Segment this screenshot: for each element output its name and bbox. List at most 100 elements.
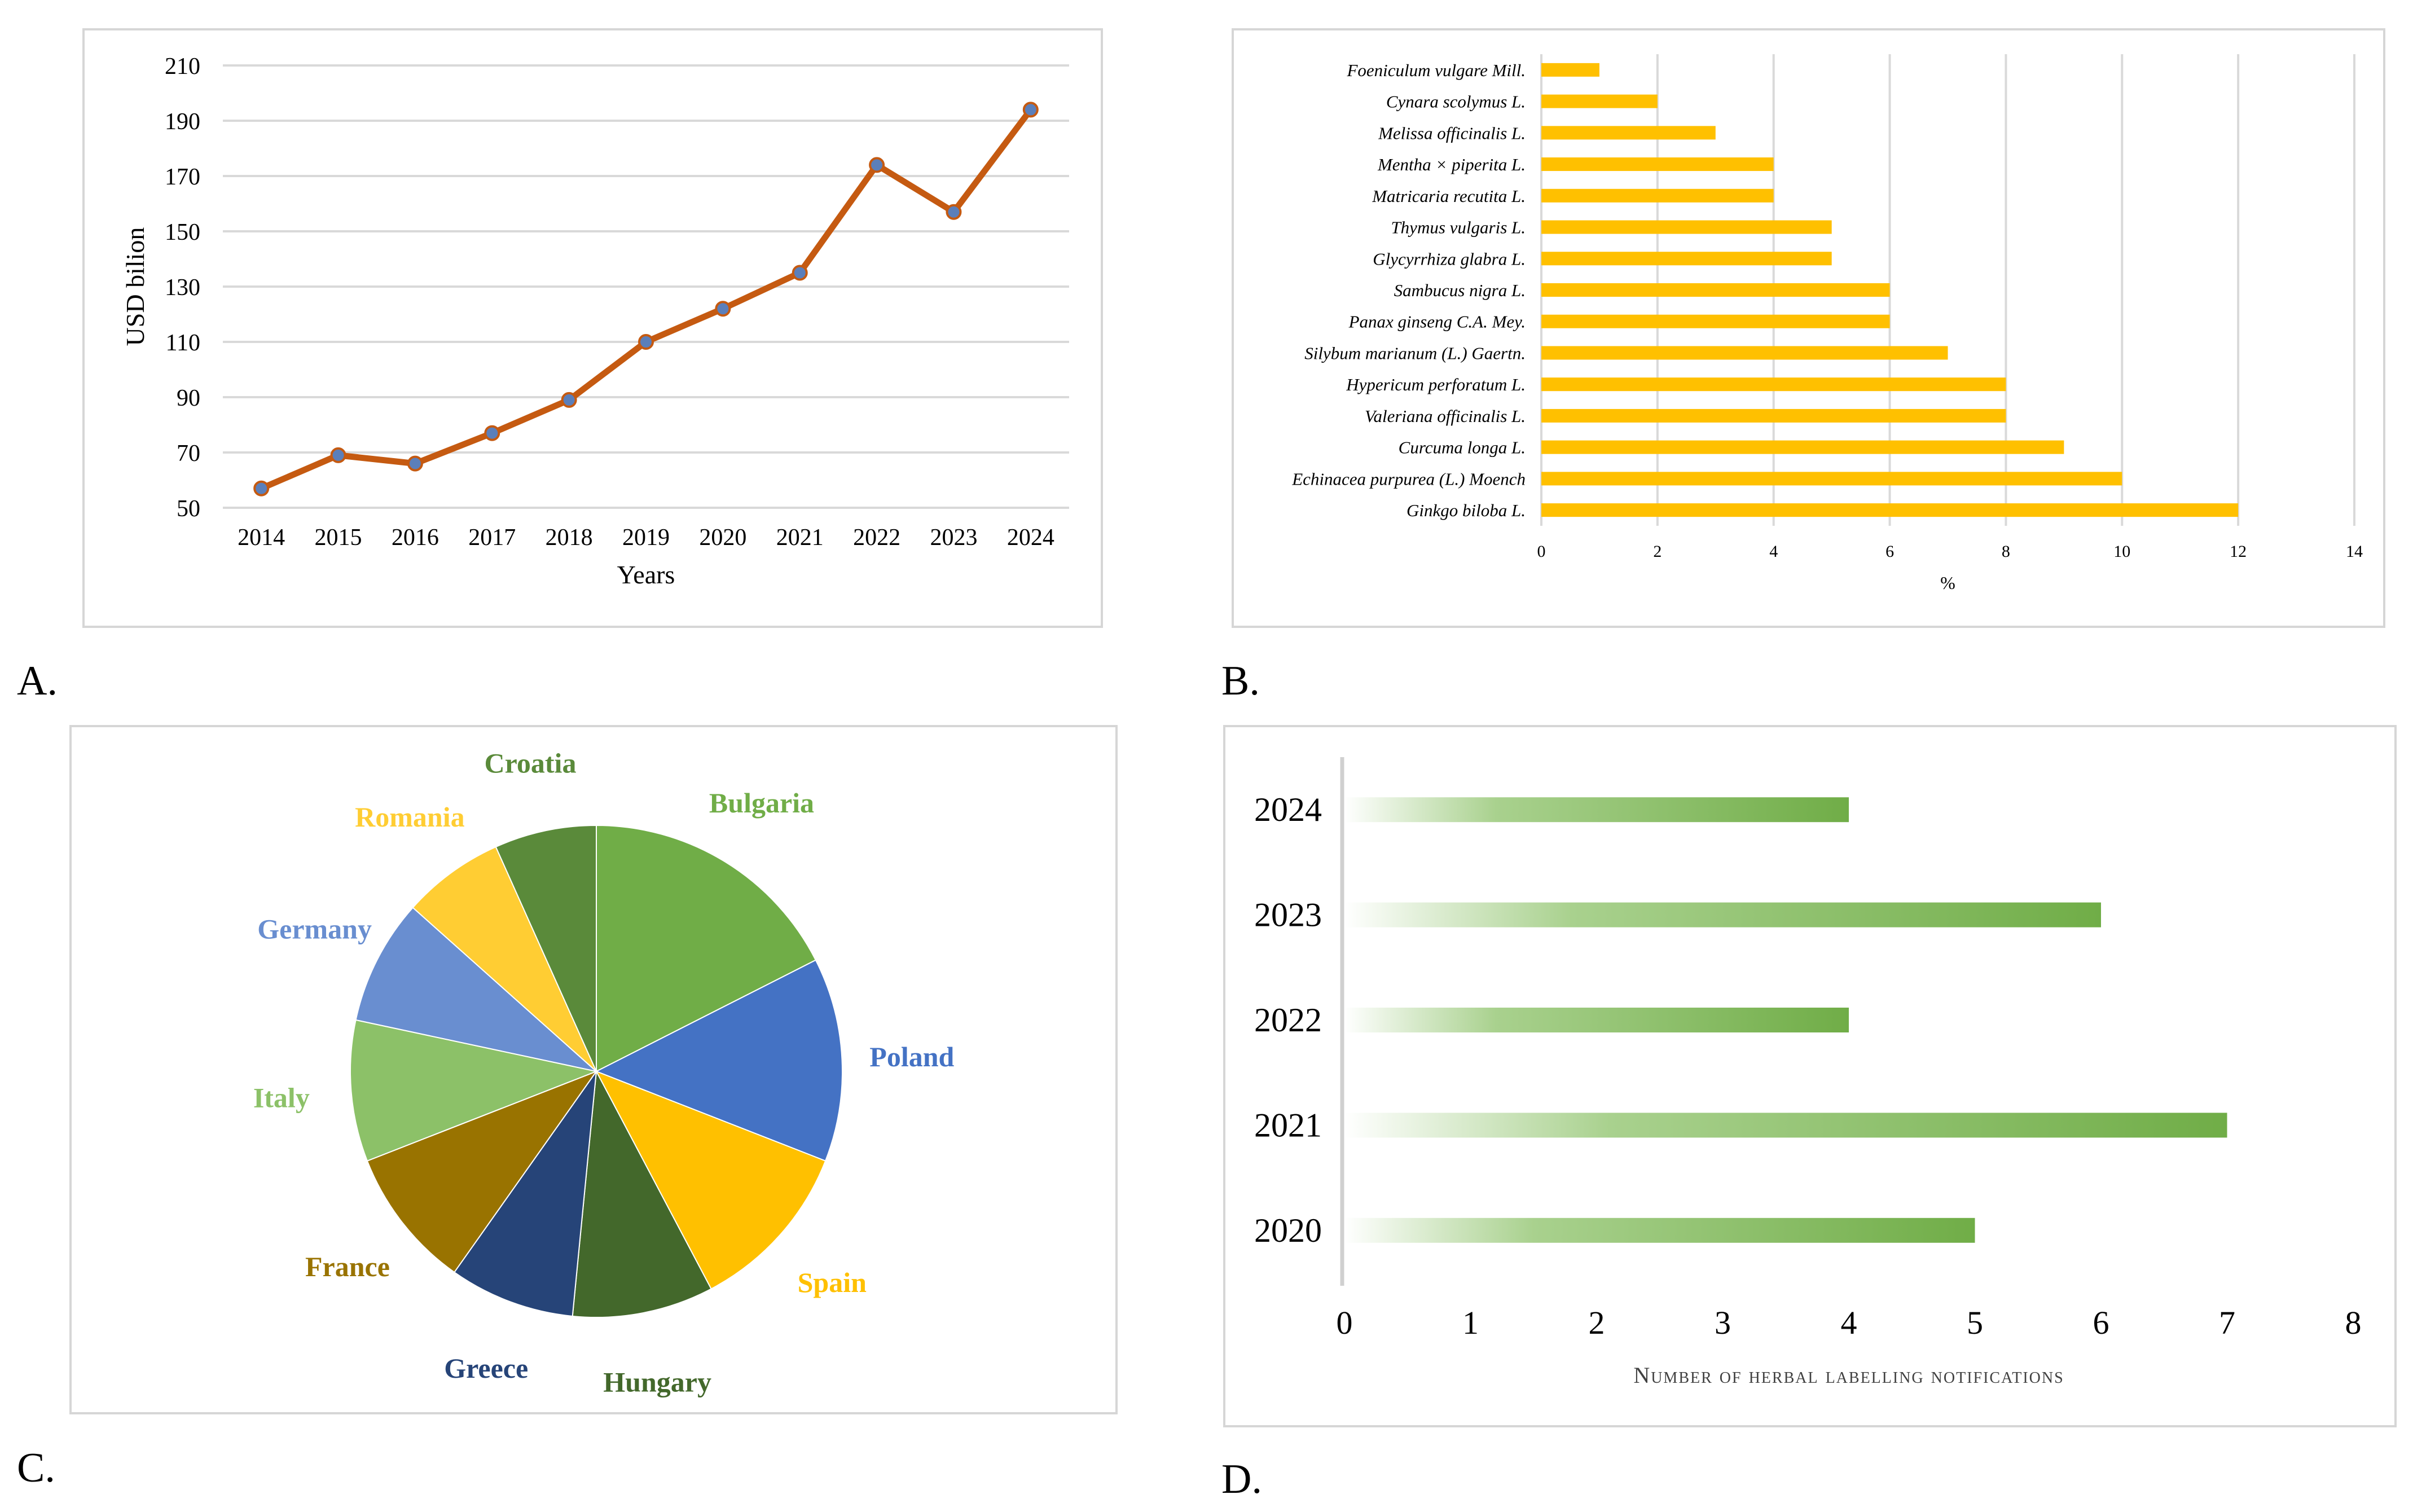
bar bbox=[1541, 346, 1948, 360]
bar bbox=[1344, 902, 2101, 928]
data-point bbox=[1022, 102, 1039, 118]
x-tick-label: 14 bbox=[2346, 542, 2363, 561]
y-tick-label: Valeriana officinalis L. bbox=[1365, 406, 1526, 426]
bar bbox=[1541, 283, 1890, 297]
x-tick-label: 5 bbox=[1967, 1304, 1983, 1341]
bar bbox=[1541, 408, 2006, 423]
y-tick-label: Silybum marianum (L.) Gaertn. bbox=[1304, 343, 1526, 363]
pie-slice bbox=[572, 1069, 712, 1318]
slice-label: Poland bbox=[869, 1041, 954, 1073]
data-point bbox=[946, 204, 962, 220]
bar bbox=[1541, 252, 1832, 266]
chart-d-panel: 2024 2023 2022 2021 2020 0 1 2 3 4 5 6 7 8 Number of h… bbox=[1223, 725, 2397, 1427]
bar bbox=[1344, 1008, 1849, 1032]
x-tick-label: 2021 bbox=[776, 525, 824, 551]
slice-label: Italy bbox=[253, 1082, 310, 1113]
x-tick-label: 2018 bbox=[546, 525, 593, 551]
panel-label-a: A. bbox=[17, 658, 58, 704]
slice-label: Greece bbox=[444, 1352, 528, 1384]
y-tick-label: 2021 bbox=[1254, 1106, 1322, 1144]
y-tick-label: 70 bbox=[177, 441, 200, 467]
x-tick-label: 3 bbox=[1715, 1304, 1731, 1341]
pie-slice bbox=[595, 1070, 827, 1290]
slice-label: Germany bbox=[257, 913, 372, 945]
slice-label: Croatia bbox=[485, 747, 577, 779]
x-tick-label: 2024 bbox=[1007, 525, 1054, 551]
y-tick-label: Melissa officinalis L. bbox=[1378, 123, 1526, 143]
chart-c-panel: Bulgaria Poland Spain Hungary Greece France It… bbox=[69, 725, 1118, 1414]
pie-slice bbox=[453, 1069, 597, 1317]
pie-slice bbox=[355, 907, 599, 1073]
x-tick-label: 2015 bbox=[315, 525, 362, 551]
y-tick-label: 2022 bbox=[1254, 1001, 1322, 1039]
pie-slice bbox=[595, 959, 843, 1162]
data-point bbox=[792, 265, 808, 281]
bar bbox=[1541, 472, 2122, 486]
bar bbox=[1541, 126, 1716, 140]
slice-label: Hungary bbox=[603, 1366, 711, 1397]
line-chart-a: 50 70 90 110 130 150 170 190 210 2014 2015 2016 2017… bbox=[121, 54, 1069, 589]
x-tick-label: 6 bbox=[1885, 542, 1894, 561]
y-axis-title: USD bilion bbox=[121, 227, 150, 346]
pie-chart-c: Bulgaria Poland Spain Hungary Greece France It… bbox=[253, 747, 955, 1397]
x-tick-label: 2 bbox=[1589, 1304, 1605, 1341]
x-tick-label: 0 bbox=[1537, 542, 1546, 561]
data-point bbox=[715, 301, 731, 317]
bar bbox=[1541, 94, 1658, 108]
y-tick-label: 90 bbox=[177, 385, 200, 411]
x-tick-label: 1 bbox=[1462, 1304, 1479, 1341]
x-tick-label: 8 bbox=[2002, 542, 2010, 561]
bar bbox=[1541, 377, 2006, 392]
bar-chart-d: 2024 2023 2022 2021 2020 0 1 2 3 4 5 6 7 8 Number of h… bbox=[1254, 757, 2362, 1388]
y-tick-label: Hypericum perforatum L. bbox=[1346, 375, 1526, 394]
x-tick-label: 2 bbox=[1653, 542, 1662, 561]
bar bbox=[1344, 1113, 2227, 1138]
y-tick-label: 170 bbox=[165, 164, 200, 190]
pie-slice bbox=[350, 1019, 599, 1162]
x-tick-label: 10 bbox=[2113, 542, 2130, 561]
x-tick-label: 2020 bbox=[699, 525, 746, 551]
y-tick-label: 110 bbox=[166, 330, 200, 356]
y-tick-label: Glycyrrhiza glabra L. bbox=[1373, 249, 1526, 269]
data-point bbox=[253, 480, 270, 496]
panel-label-b: B. bbox=[1221, 658, 1260, 704]
panel-label-d: D. bbox=[1221, 1456, 1262, 1502]
series-line bbox=[260, 108, 1034, 491]
x-tick-label: 6 bbox=[2093, 1304, 2109, 1341]
pie-slice bbox=[596, 824, 817, 1073]
pie-slice bbox=[412, 846, 597, 1072]
x-tick-label: 2014 bbox=[238, 525, 285, 551]
x-tick-label: 8 bbox=[2345, 1304, 2362, 1341]
y-tick-label: Mentha × piperita L. bbox=[1377, 155, 1526, 174]
bar bbox=[1344, 1217, 1975, 1243]
slice-label: Spain bbox=[798, 1267, 867, 1298]
bar bbox=[1541, 503, 2239, 517]
y-tick-label: Matricaria recutita L. bbox=[1372, 186, 1526, 206]
x-axis-title: Number of herbal labelling notifications bbox=[1633, 1362, 2064, 1388]
slice-label: Bulgaria bbox=[709, 787, 814, 819]
x-tick-label: 0 bbox=[1337, 1304, 1353, 1341]
y-tick-label: Foeniculum vulgare Mill. bbox=[1346, 60, 1526, 80]
chart-b-panel: 0 2 4 6 8 10 12 14% Foeniculum vulgare Mill. Cyna… bbox=[1232, 28, 2385, 628]
bar bbox=[1541, 220, 1832, 234]
x-tick-label: 4 bbox=[1769, 542, 1778, 561]
data-point bbox=[330, 447, 346, 463]
data-point bbox=[561, 392, 577, 408]
slice-label: Romania bbox=[355, 801, 464, 833]
chart-a-panel: 50 70 90 110 130 150 170 190 210 2014 2015 2016 2017… bbox=[82, 28, 1103, 628]
x-tick-label: 2017 bbox=[468, 525, 516, 551]
y-tick-label: Cynara scolymus L. bbox=[1386, 92, 1526, 112]
x-tick-label: 2019 bbox=[622, 525, 670, 551]
y-tick-label: Panax ginseng C.A. Mey. bbox=[1348, 312, 1526, 332]
y-tick-label: 50 bbox=[177, 496, 200, 522]
x-tick-label: 12 bbox=[2230, 542, 2247, 561]
y-tick-label: 190 bbox=[165, 109, 200, 135]
y-tick-label: 210 bbox=[165, 54, 200, 80]
panel-label-c: C. bbox=[17, 1445, 55, 1491]
data-point bbox=[869, 157, 885, 173]
y-tick-label: 130 bbox=[165, 275, 200, 301]
x-tick-label: 7 bbox=[2219, 1304, 2235, 1341]
bar bbox=[1344, 797, 1849, 823]
data-point bbox=[407, 455, 423, 472]
x-tick-label: 4 bbox=[1841, 1304, 1857, 1341]
